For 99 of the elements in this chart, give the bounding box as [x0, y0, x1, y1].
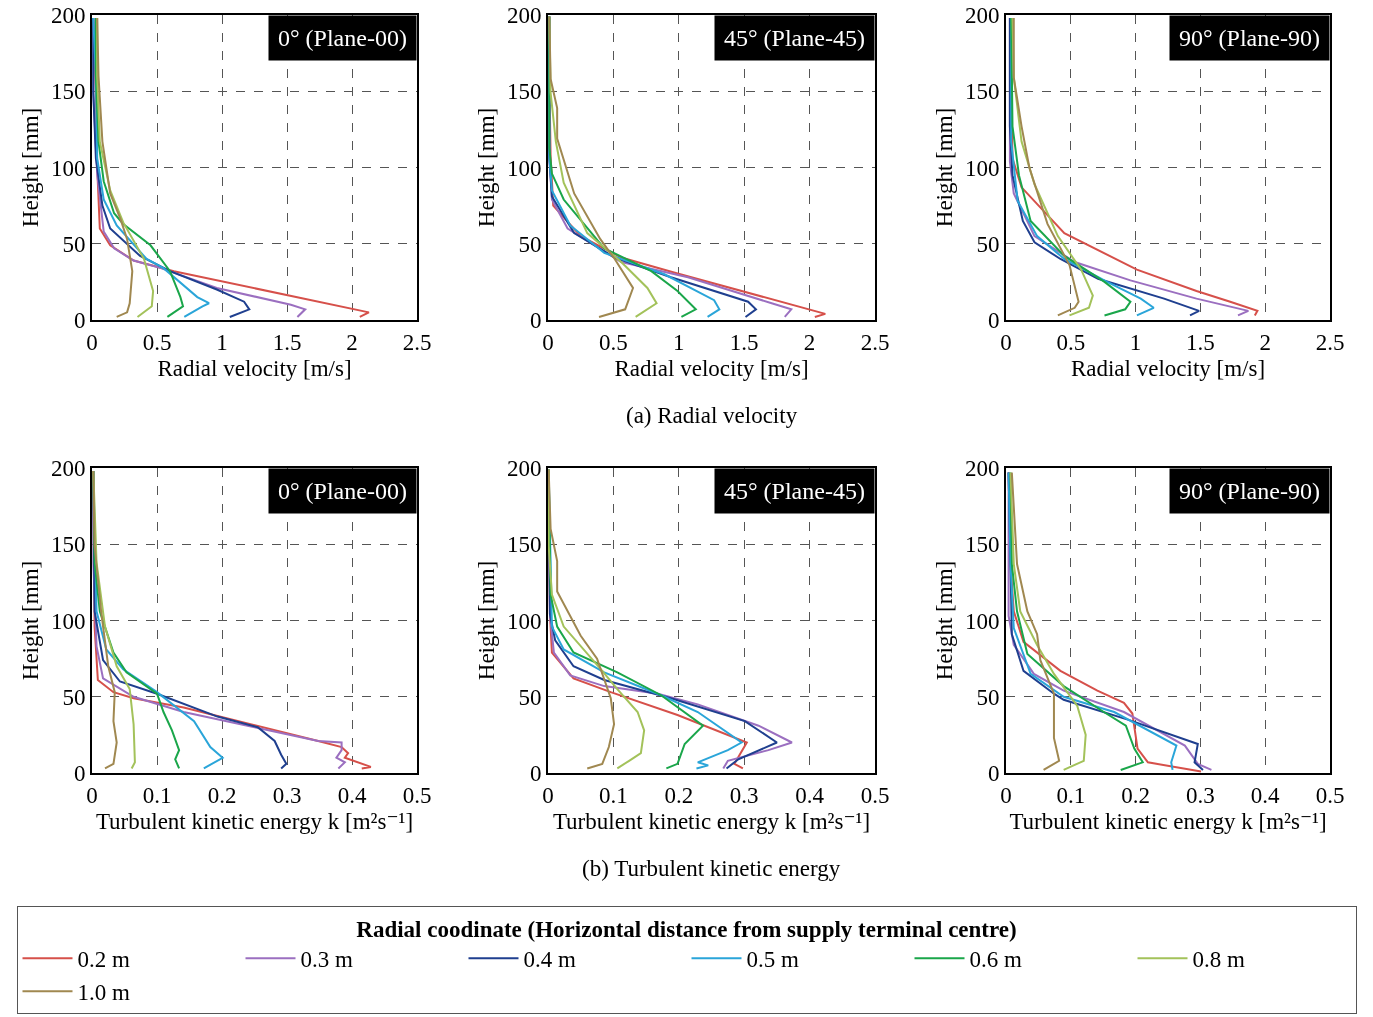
y-tick-label: 150	[50, 532, 86, 558]
line-series	[548, 468, 616, 770]
legend-title: Radial coodinate (Horizontal distance from supply terminal centre)	[356, 916, 1017, 942]
x-axis-title: Turbulent kinetic energy k [m²s⁻¹]	[1009, 808, 1327, 834]
x-tick-label: 0.3	[729, 782, 759, 808]
x-tick-label: 0.4	[795, 782, 825, 808]
y-tick-label: 150	[506, 79, 542, 105]
x-tick-label: 0.2	[1121, 782, 1150, 808]
x-tick-label: 0.5	[1315, 782, 1345, 808]
x-tick-label: 2.5	[860, 329, 890, 355]
x-tick-label: 0.2	[664, 782, 694, 808]
chart-title: 0° (Plane-00)	[278, 478, 407, 504]
x-tick-label: 1	[216, 329, 228, 355]
line-series	[1011, 17, 1094, 317]
y-tick-label: 150	[964, 79, 1000, 105]
y-tick-label: 0	[73, 761, 86, 787]
y-tick-label: 200	[50, 3, 86, 29]
x-tick-label: 1.5	[272, 329, 302, 355]
y-tick-label: 0	[987, 761, 1000, 787]
y-axis-title: Height [mm]	[17, 107, 43, 228]
y-axis-title: Height [mm]	[473, 560, 499, 681]
x-tick-label: 2	[803, 329, 816, 355]
y-tick-label: 200	[506, 3, 542, 29]
x-tick-label: 0.2	[207, 782, 237, 808]
y-axis-title: Height [mm]	[473, 107, 499, 228]
y-tick-label: 0	[529, 761, 542, 787]
x-axis-title: Radial velocity [m/s]	[157, 355, 352, 381]
x-tick-label: 0.1	[599, 782, 628, 808]
y-tick-label: 0	[529, 308, 542, 334]
y-tick-label: 50	[518, 231, 542, 257]
x-axis-title: Turbulent kinetic energy k [m²s⁻¹]	[95, 808, 414, 834]
line-series	[96, 17, 134, 318]
x-tick-label: 0.5	[1056, 329, 1086, 355]
x-tick-label: 0.1	[1056, 782, 1086, 808]
line-series	[92, 17, 210, 318]
y-tick-label: 200	[964, 456, 1000, 482]
x-axis-title: Radial velocity [m/s]	[1070, 355, 1266, 381]
x-tick-label: 0.5	[860, 782, 890, 808]
legend-label: 0.6 m	[969, 947, 1022, 973]
y-axis-title: Height [mm]	[17, 560, 43, 681]
x-axis-title: Radial velocity [m/s]	[614, 355, 809, 381]
line-series	[548, 15, 635, 318]
y-tick-label: 50	[976, 231, 1000, 257]
line-series	[1012, 17, 1080, 317]
x-tick-label: 2.5	[402, 329, 432, 355]
line-series	[94, 17, 184, 318]
x-tick-label: 0.4	[1250, 782, 1281, 808]
x-tick-label: 1	[1129, 329, 1142, 355]
x-tick-label: 2	[346, 329, 358, 355]
chart-title: 45° (Plane-45)	[724, 478, 865, 504]
x-axis-title: Turbulent kinetic energy k [m²s⁻¹]	[552, 808, 871, 834]
y-axis-title: Height [mm]	[931, 107, 957, 228]
x-tick-label: 0.5	[599, 329, 628, 355]
legend-label: 0.5 m	[746, 947, 799, 973]
y-tick-label: 50	[62, 231, 86, 257]
legend-label: 0.8 m	[1192, 947, 1245, 973]
x-tick-label: 1.5	[1186, 329, 1215, 355]
chart-title: 90° (Plane-90)	[1179, 25, 1320, 51]
text: (a) Radial velocity	[626, 403, 798, 428]
x-tick-label: 0.3	[272, 782, 302, 808]
y-tick-label: 150	[964, 532, 1000, 558]
y-tick-label: 150	[506, 532, 542, 558]
chart-title: 90° (Plane-90)	[1179, 478, 1320, 504]
chart-title: 45° (Plane-45)	[724, 25, 865, 51]
x-tick-label: 2.5	[1315, 329, 1345, 355]
y-tick-label: 100	[50, 608, 86, 634]
y-tick-label: 100	[50, 155, 86, 181]
y-axis-title: Height [mm]	[931, 560, 957, 681]
legend-label: 0.4 m	[523, 947, 576, 973]
x-tick-label: 0.5	[142, 329, 172, 355]
chart-title: 0° (Plane-00)	[278, 25, 407, 51]
y-tick-label: 0	[73, 308, 86, 334]
line-series	[92, 470, 118, 770]
y-tick-label: 50	[518, 684, 542, 710]
legend-label: 0.2 m	[77, 947, 130, 973]
y-tick-label: 200	[964, 3, 1000, 29]
line-series	[1009, 471, 1087, 771]
y-tick-label: 100	[964, 155, 1000, 181]
x-tick-label: 0.4	[337, 782, 367, 808]
y-tick-label: 150	[50, 79, 86, 105]
x-tick-label: 2	[1259, 329, 1271, 355]
y-tick-label: 100	[506, 608, 542, 634]
x-tick-label: 0.1	[142, 782, 172, 808]
x-tick-label: 0.3	[1186, 782, 1215, 808]
y-tick-label: 50	[976, 684, 1000, 710]
y-tick-label: 50	[62, 684, 86, 710]
y-tick-label: 200	[50, 456, 86, 482]
x-tick-label: 0.5	[402, 782, 432, 808]
y-tick-label: 0	[987, 308, 1000, 334]
line-series	[1010, 17, 1132, 317]
x-tick-label: 1.5	[729, 329, 759, 355]
y-tick-label: 200	[506, 456, 542, 482]
legend-label: 1.0 m	[77, 980, 130, 1006]
x-tick-label: 1	[673, 329, 685, 355]
y-tick-label: 100	[506, 155, 542, 181]
line-series	[1010, 471, 1061, 771]
y-tick-label: 100	[964, 608, 1000, 634]
legend-label: 0.3 m	[300, 947, 353, 973]
text: (b) Turbulent kinetic energy	[582, 856, 841, 881]
